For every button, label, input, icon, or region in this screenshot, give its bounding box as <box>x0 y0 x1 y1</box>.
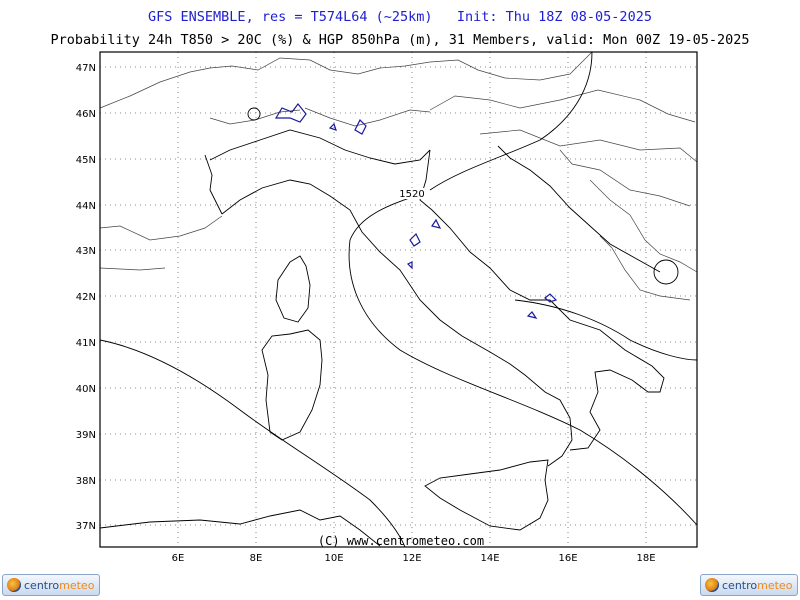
lon-gridlines <box>177 52 647 547</box>
coastlines <box>99 129 665 547</box>
lat-label: 45N <box>76 155 96 166</box>
logo-word-meteo: meteo <box>757 578 793 592</box>
map-frame <box>99 51 698 548</box>
logo-word-centro: centro <box>24 578 60 592</box>
lon-labels: 6E 8E 10E 12E 14E 16E 18E <box>172 553 656 564</box>
height-contours <box>99 51 698 548</box>
logo-word-centro: centro <box>722 578 758 592</box>
contour-label: 1520 <box>399 189 424 200</box>
logo-globe-icon <box>7 578 21 592</box>
lon-label: 14E <box>480 553 499 564</box>
lat-gridlines <box>100 66 697 526</box>
lon-label: 6E <box>172 553 185 564</box>
lat-label: 42N <box>76 292 96 303</box>
lat-label: 39N <box>76 430 96 441</box>
lat-label: 43N <box>76 246 96 257</box>
lon-label: 10E <box>324 553 343 564</box>
title-model-init: GFS ENSEMBLE, res = T574L64 (~25km) Init… <box>148 9 652 25</box>
lon-label: 16E <box>558 553 577 564</box>
lat-label: 41N <box>76 338 96 349</box>
centrometeo-logo-right[interactable]: centro meteo <box>700 574 798 596</box>
lat-label: 44N <box>76 201 96 212</box>
lat-label: 40N <box>76 384 96 395</box>
copyright-text: (C) www.centrometeo.com <box>318 534 484 548</box>
logo-globe-icon <box>705 578 719 592</box>
lat-labels: 47N 46N 45N 44N 43N 42N 41N 40N 39N 38N … <box>76 63 96 532</box>
lat-label: 46N <box>76 109 96 120</box>
centrometeo-logo-left[interactable]: centro meteo <box>2 574 100 596</box>
title-field-description: Probability 24h T850 > 20C (%) & HGP 850… <box>50 32 750 48</box>
lat-label: 38N <box>76 476 96 487</box>
lat-label: 37N <box>76 521 96 532</box>
probability-contours <box>274 103 558 319</box>
lat-label: 47N <box>76 63 96 74</box>
contour-label-bg <box>398 188 426 199</box>
lon-label: 18E <box>636 553 655 564</box>
country-borders <box>99 51 698 301</box>
lon-label: 12E <box>402 553 421 564</box>
logo-word-meteo: meteo <box>59 578 95 592</box>
lon-label: 8E <box>250 553 263 564</box>
